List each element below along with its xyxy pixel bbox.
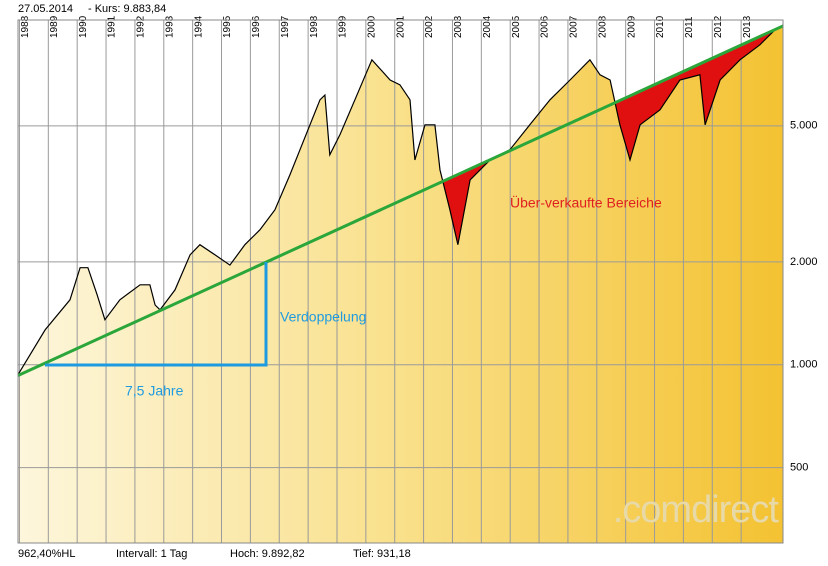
x-tick-label: 1991 xyxy=(107,15,118,38)
x-tick-label: 2003 xyxy=(453,15,464,38)
x-tick-label: 1992 xyxy=(136,15,147,38)
x-tick-label: 2006 xyxy=(540,15,551,38)
x-tick-label: 2012 xyxy=(713,15,724,38)
price-line xyxy=(17,24,784,376)
doubling-triangle xyxy=(45,262,268,367)
quote: - Kurs: 9.883,84 xyxy=(88,3,166,15)
x-tick-label: 1994 xyxy=(193,15,204,38)
footer-interval: Intervall: 1 Tag xyxy=(116,548,187,560)
x-tick-label: 2009 xyxy=(626,15,637,38)
x-tick-label: 1996 xyxy=(251,15,262,38)
x-tick-label: 1997 xyxy=(280,15,291,38)
footer-high: Hoch: 9.892,82 xyxy=(230,548,305,560)
y-tick-label: 500 xyxy=(790,462,808,474)
x-tick-label: 2011 xyxy=(684,16,695,38)
y-tick-label: 1.000 xyxy=(790,359,818,371)
y-tick-label: 2.000 xyxy=(790,256,818,268)
date: 27.05.2014 xyxy=(18,3,73,15)
years-label: 7,5 Jahre xyxy=(125,383,184,399)
x-tick-label: 1995 xyxy=(222,15,233,38)
x-tick-label: 2007 xyxy=(569,15,580,38)
watermark: .comdirect xyxy=(613,489,780,531)
x-tick-label: 2010 xyxy=(655,15,666,38)
plot-frame xyxy=(17,19,784,544)
footer-low: Tief: 931,18 xyxy=(353,548,411,560)
x-tick-label: 1988 xyxy=(20,15,31,38)
x-tick-label: 2008 xyxy=(597,15,608,38)
x-tick-label: 2013 xyxy=(742,15,753,38)
x-tick-label: 1999 xyxy=(338,15,349,38)
x-tick-label: 2004 xyxy=(482,15,493,38)
trend-line xyxy=(17,24,784,377)
x-tick-label: 1993 xyxy=(164,15,175,38)
x-tick-label: 2000 xyxy=(366,15,377,38)
footer-hl: 962,40%HL xyxy=(18,548,76,560)
x-tick-label: 1990 xyxy=(78,15,89,38)
x-tick-label: 2001 xyxy=(395,15,406,38)
doubling-label: Verdoppelung xyxy=(280,309,366,325)
x-tick-label: 2005 xyxy=(511,15,522,38)
price-area xyxy=(18,25,783,543)
x-tick-label: 2002 xyxy=(424,15,435,38)
x-tick-label: 1989 xyxy=(49,15,60,38)
y-tick-label: 5.000 xyxy=(790,120,818,132)
x-tick-label: 1998 xyxy=(309,15,320,38)
oversold-label: Über-verkaufte Bereiche xyxy=(510,194,662,211)
